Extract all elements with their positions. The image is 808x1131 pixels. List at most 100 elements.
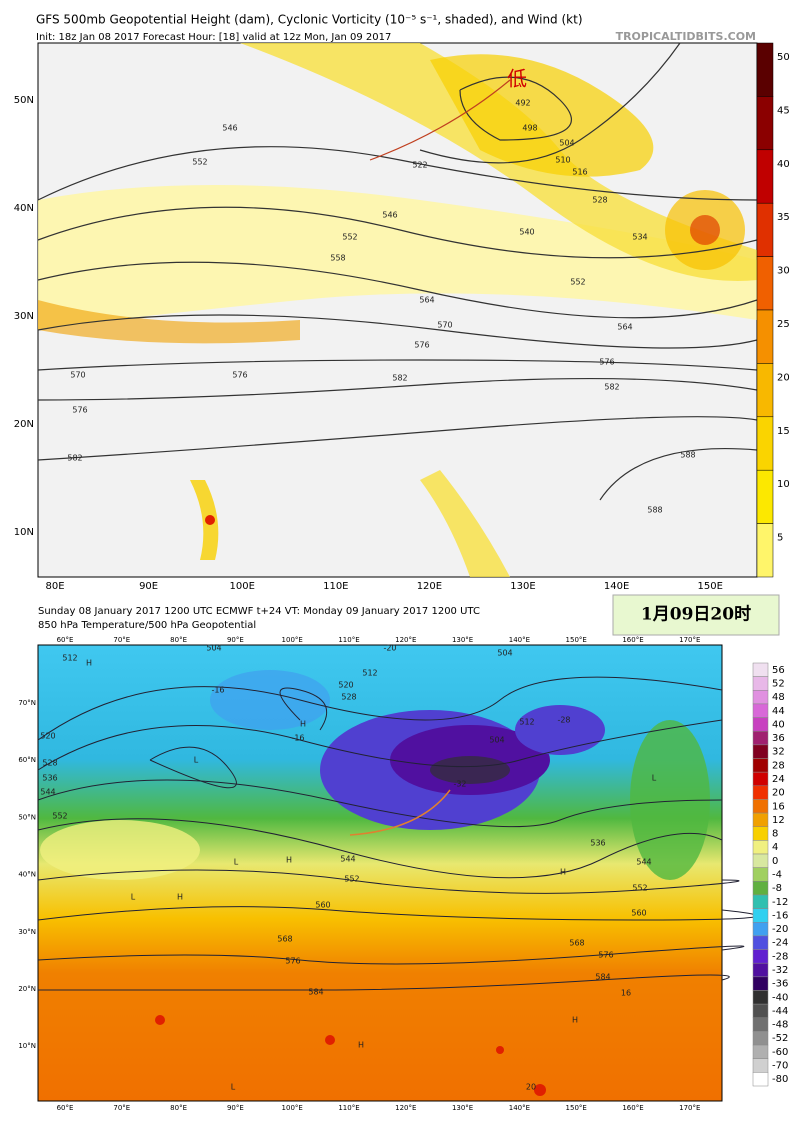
lat-label: 30°N (18, 928, 36, 936)
contour-label: 544 (636, 858, 651, 867)
lon-label: 100°E (282, 636, 303, 644)
colorbar-cell (752, 867, 769, 882)
colorbar-cell (752, 894, 769, 909)
bottom-subtitle: 850 hPa Temperature/500 hPa Geopotential (38, 620, 256, 631)
lat-label: 20°N (18, 985, 36, 993)
colorbar-label: 25 (777, 319, 790, 330)
contour-label: 546 (382, 211, 397, 220)
contour-label: H (560, 868, 566, 877)
colorbar-cell (752, 771, 769, 787)
colorbar-label: 28 (772, 760, 785, 771)
colorbar-label: -20 (772, 924, 788, 935)
source: TROPICALTIDBITS.COM (616, 30, 756, 43)
contour-label: L (234, 858, 239, 867)
colorbar-label: 32 (772, 747, 785, 758)
lon-label: 150°E (566, 636, 587, 644)
lon-label: 110°E (338, 1104, 359, 1112)
contour-label: 584 (595, 973, 610, 982)
colorbar-label: 12 (772, 815, 785, 826)
contour-label: 534 (632, 233, 647, 242)
colorbar-label: 15 (777, 426, 790, 437)
lon-label: 110°E (338, 636, 359, 644)
colorbar-cell (752, 935, 769, 950)
colorbar-label: -32 (772, 965, 788, 976)
contour-label: H (86, 659, 92, 668)
colorbar-label: -60 (772, 1047, 788, 1058)
contour-label: 504 (559, 139, 574, 148)
lat-label: 50N (14, 95, 34, 106)
colorbar-label: -8 (772, 883, 782, 894)
lon-label: 60°E (57, 636, 74, 644)
top-title: GFS 500mb Geopotential Height (dam), Cyc… (36, 13, 583, 27)
lon-label: 90°E (227, 1104, 244, 1112)
contour-label: 584 (308, 988, 323, 997)
colorbar-cell (752, 908, 769, 923)
contour-label: H (358, 1041, 364, 1050)
contour-label: 560 (631, 909, 646, 918)
top-map (37, 42, 758, 578)
lon-label: 60°E (57, 1104, 74, 1112)
contour-label: 552 (570, 278, 585, 287)
lon-label: 130°E (452, 636, 473, 644)
contour-label: 16 (621, 989, 631, 998)
labels: 低 50N 40N 30N 20N 10N 80E 90E 100E 110E 120E 130E 14… (14, 42, 790, 1112)
lat-label: 60°N (18, 756, 36, 764)
contour-label: 582 (67, 454, 82, 463)
colorbar-cell (752, 758, 769, 773)
colorbar-cell (752, 744, 769, 759)
contour-label: 564 (617, 323, 632, 332)
colorbar-label: 30 (777, 266, 790, 277)
contour-label: 512 (62, 654, 77, 663)
contour-label: -16 (291, 734, 304, 743)
contour-label: 536 (42, 774, 57, 783)
colorbar-label: 45 (777, 105, 790, 116)
lon-label: 150°E (566, 1104, 587, 1112)
colorbar-label: -28 (772, 951, 788, 962)
colorbar-cell (752, 976, 769, 991)
contour-label: L (131, 893, 136, 902)
contour-label: 528 (341, 693, 356, 702)
lat-label: 10N (14, 527, 34, 538)
colorbar-label: 52 (772, 678, 785, 689)
lon-label: 170°E (679, 636, 700, 644)
contour-label: 570 (70, 371, 85, 380)
colorbar-label: 50 (777, 52, 790, 63)
colorbar-cell (756, 96, 774, 151)
lat-label: 40°N (18, 871, 36, 879)
lon-label: 80E (45, 581, 64, 592)
contour-label: 520 (338, 681, 353, 690)
lat-label: 20N (14, 419, 34, 430)
lon-label: 100E (229, 581, 254, 592)
colorbar-label: -48 (772, 1020, 788, 1031)
lon-label: 150E (697, 581, 722, 592)
colorbar-label: 0 (772, 856, 778, 867)
colorbar-cell (756, 363, 774, 418)
colorbar-label: -52 (772, 1033, 788, 1044)
colorbar-cell (752, 662, 769, 677)
contour-label: 546 (222, 124, 237, 133)
lat-label: 30N (14, 311, 34, 322)
lon-label: 110E (323, 581, 348, 592)
colorbar-cell (752, 990, 769, 1005)
contour-label: 582 (604, 383, 619, 392)
contour-label: 576 (599, 358, 614, 367)
colorbar-label: 8 (772, 829, 778, 840)
lon-label: 120°E (395, 1104, 416, 1112)
colorbar-cell (752, 1003, 769, 1019)
colorbar-cell (752, 826, 769, 841)
colorbar-cell (756, 202, 774, 257)
contour-label: 558 (330, 254, 345, 263)
contour-label: H (572, 1016, 578, 1025)
colorbar-label: 44 (772, 706, 785, 717)
colorbar-cell (752, 799, 769, 814)
contour-label: 576 (285, 957, 300, 966)
colorbar-label: -36 (772, 979, 788, 990)
colorbar-label: 20 (772, 788, 785, 799)
contour-label: 544 (40, 788, 55, 797)
contour-label: 528 (592, 196, 607, 205)
colorbar-cell (752, 1072, 769, 1087)
contour-label: 528 (42, 759, 57, 768)
contour-label: 540 (519, 228, 534, 237)
contour-label: 552 (52, 812, 67, 821)
